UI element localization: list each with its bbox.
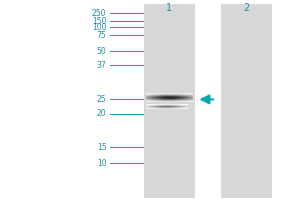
Text: 37: 37 (97, 60, 106, 70)
Text: 100: 100 (92, 22, 106, 31)
Text: 1: 1 (167, 3, 172, 13)
Bar (220, 4, 272, 198)
Text: 15: 15 (97, 142, 106, 152)
Text: 250: 250 (92, 8, 106, 18)
Text: 75: 75 (97, 30, 106, 40)
Bar (144, 4, 195, 198)
Text: 150: 150 (92, 17, 106, 25)
Text: 20: 20 (97, 109, 106, 118)
Text: 2: 2 (243, 3, 249, 13)
Text: 50: 50 (97, 46, 106, 55)
Text: 25: 25 (97, 95, 106, 104)
Text: 10: 10 (97, 158, 106, 168)
